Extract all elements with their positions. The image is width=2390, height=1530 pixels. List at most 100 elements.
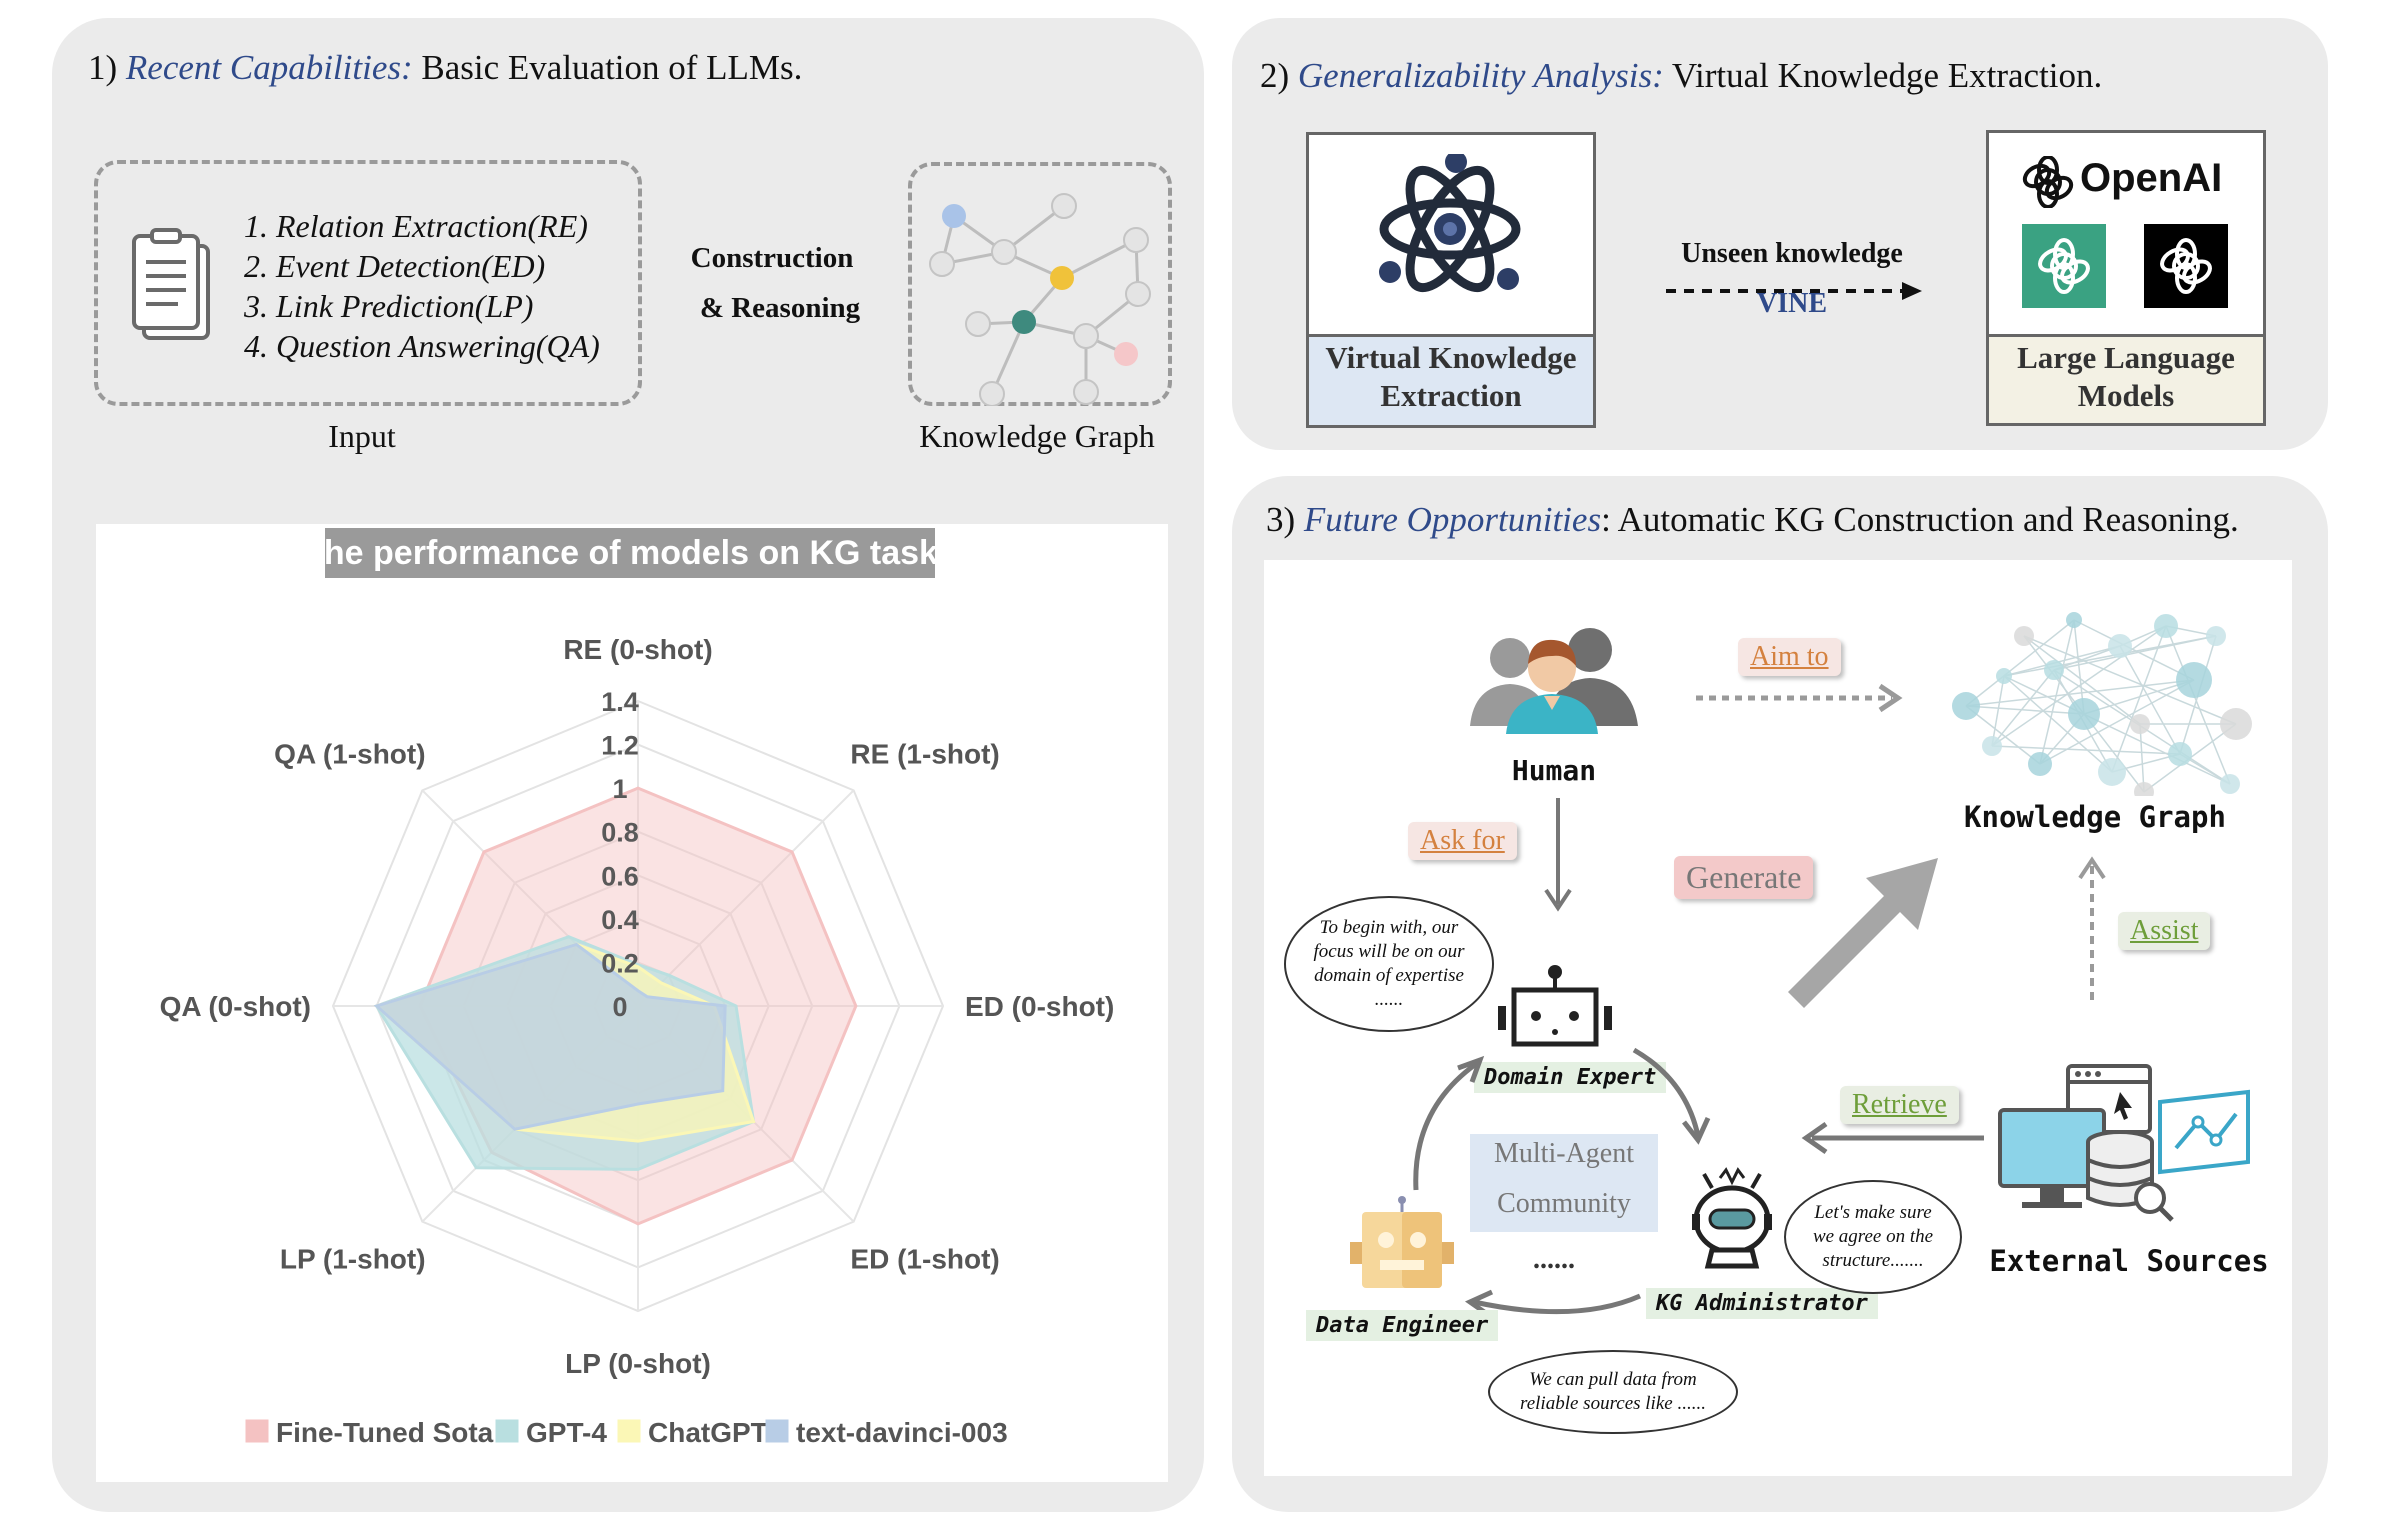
legend-swatch	[245, 1419, 269, 1443]
panel3-number: 3)	[1266, 500, 1296, 539]
kg-cloud-edge	[1991, 745, 2181, 755]
kg-cloud-edge	[2003, 635, 2217, 677]
kg-cloud-node	[2220, 708, 2252, 740]
kg-cloud-edge	[1965, 619, 2075, 707]
radial-tick-label: 0.8	[601, 818, 639, 848]
kg-cloud-node	[1982, 736, 2002, 756]
openai-logo-icon	[2022, 156, 2074, 208]
kg-cloud-node	[2168, 742, 2192, 766]
input-box	[94, 160, 642, 406]
radial-tick-label: 1.4	[601, 687, 639, 717]
legend-label: Fine-Tuned Sota	[276, 1417, 494, 1448]
llm-label-1: Large Language	[2017, 340, 2235, 375]
cycle-arrows	[1413, 1047, 1711, 1319]
engineer-speech-text: We can pull data from reliable sources l…	[1520, 1369, 1706, 1414]
panel1-title: 1) Recent Capabilities: Basic Evaluation…	[88, 48, 802, 88]
kg-cloud-edge	[2003, 675, 2113, 773]
radial-tick-label: 0.4	[601, 905, 639, 935]
kg-cloud-edge	[2039, 679, 2195, 765]
kg-cloud-edge	[2023, 635, 2237, 725]
kg-cloud-edge	[1991, 675, 2005, 747]
expert-speech-bubble: To begin with, our focus will be on our …	[1284, 896, 1494, 1032]
kg-label: Knowledge Graph	[919, 418, 1155, 454]
llm-label-box	[1989, 334, 2263, 423]
panel1-title-rest: Basic Evaluation of LLMs.	[421, 48, 803, 87]
kg-cloud-edge	[1965, 705, 2041, 765]
axis-label: QA (0-shot)	[160, 991, 311, 1022]
panel2-title: 2) Generalizability Analysis: Virtual Kn…	[1260, 56, 2102, 96]
panel2-number: 2)	[1260, 56, 1290, 95]
radial-tick-label: 1.2	[601, 731, 639, 761]
radial-tick-label: 0.2	[601, 948, 639, 978]
kg-cloud-edge	[1965, 705, 2085, 715]
vine-label: VINE	[1756, 288, 1827, 319]
retrieve-arrow	[1801, 1121, 1984, 1155]
kg-cloud-node	[2130, 714, 2150, 734]
assist-tag: Assist	[2118, 912, 2211, 950]
kg-administrator-robot-icon	[1692, 1167, 1772, 1269]
external-sources-icon	[1998, 1064, 2250, 1222]
task-list: 1. Relation Extraction(RE) 2. Event Dete…	[244, 206, 600, 366]
kg-cloud-node	[1996, 668, 2012, 684]
knowledge-graph-label: Knowledge Graph	[1964, 800, 2226, 834]
engineer-speech-bubble: We can pull data from reliable sources l…	[1488, 1350, 1738, 1434]
retrieve-tag: Retrieve	[1840, 1086, 1959, 1124]
kg-cloud-node	[2068, 698, 2100, 730]
generate-tag: Generate	[1674, 856, 1814, 899]
external-sources-label: External Sources	[1989, 1244, 2269, 1278]
document-icon	[132, 228, 210, 340]
kg-cloud-edge	[1991, 669, 2055, 747]
construction-label: Construction	[690, 242, 854, 274]
legend-label: ChatGPT	[648, 1417, 768, 1448]
panel3-title: 3) Future Opportunities: Automatic KG Co…	[1266, 500, 2239, 540]
axis-label: RE (1-shot)	[850, 739, 999, 770]
openai-text: OpenAI	[2080, 156, 2223, 200]
admin-speech-bubble: Let's make sure we agree on the structur…	[1784, 1180, 1962, 1294]
panel1-number: 1)	[88, 48, 118, 87]
vke-label-1: Virtual Knowledge	[1325, 340, 1577, 375]
kg-cloud-node	[2134, 782, 2154, 796]
kg-cloud-edge	[2165, 625, 2231, 785]
kg-cloud-node	[1952, 692, 1980, 720]
legend-swatch	[765, 1419, 789, 1443]
kg-cloud-node	[2028, 752, 2052, 776]
data-engineer-label: Data Engineer	[1306, 1310, 1499, 1341]
kg-cloud-edge	[1965, 679, 2195, 707]
axis-label: LP (1-shot)	[280, 1243, 426, 1274]
axis-label: QA (1-shot)	[274, 739, 425, 770]
kg-cloud-edge	[2139, 723, 2145, 793]
panel-generalizability: 2) Generalizability Analysis: Virtual Kn…	[1232, 18, 2328, 450]
kg-cloud-node	[2154, 614, 2178, 638]
kg-administrator-label: KG Administrator	[1646, 1288, 1878, 1319]
legend-swatch	[617, 1419, 641, 1443]
expert-speech-text: To begin with, our focus will be on our …	[1313, 917, 1465, 1010]
human-icon	[1470, 628, 1638, 734]
grid-spoke	[637, 789, 855, 1007]
domain-expert-robot-icon	[1498, 965, 1612, 1047]
radial-tick-label: 0.6	[601, 861, 639, 891]
ask-for-arrow	[1544, 798, 1572, 912]
assist-arrow	[2078, 856, 2106, 1000]
unseen-knowledge-label: Unseen knowledge	[1681, 238, 1903, 269]
kg-box	[908, 162, 1172, 406]
aim-to-tag: Aim to	[1738, 638, 1841, 676]
input-label: Input	[328, 418, 396, 454]
panel2-title-emphasis: Generalizability Analysis:	[1297, 56, 1664, 95]
human-label: Human	[1511, 754, 1597, 787]
chart-title-background	[325, 528, 935, 578]
kg-cloud-edge	[2023, 635, 2141, 725]
task-item: 1. Relation Extraction(RE)	[244, 208, 588, 244]
data-engineer-robot-icon	[1350, 1196, 1454, 1288]
legend-label: GPT-4	[526, 1417, 607, 1448]
chart-title: The performance of models on KG tasks	[303, 534, 957, 572]
kg-cloud-edge	[2111, 625, 2167, 773]
vke-label-2: Extraction	[1380, 378, 1522, 413]
kg-cloud-node	[2044, 660, 2064, 680]
series-area-text-davinci-003	[373, 942, 727, 1131]
axis-label: RE (0-shot)	[563, 634, 712, 665]
task-item: 2. Event Detection(ED)	[244, 248, 546, 284]
kg-cloud-edge	[2073, 619, 2195, 681]
ask-for-tag: Ask for	[1408, 822, 1517, 860]
panel3-title-emphasis: Future Opportunities	[1303, 500, 1602, 539]
chatgpt-black-logo-icon	[2144, 224, 2228, 308]
